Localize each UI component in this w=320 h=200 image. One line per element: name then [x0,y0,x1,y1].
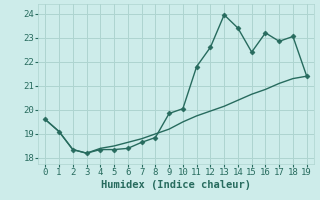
X-axis label: Humidex (Indice chaleur): Humidex (Indice chaleur) [101,180,251,190]
